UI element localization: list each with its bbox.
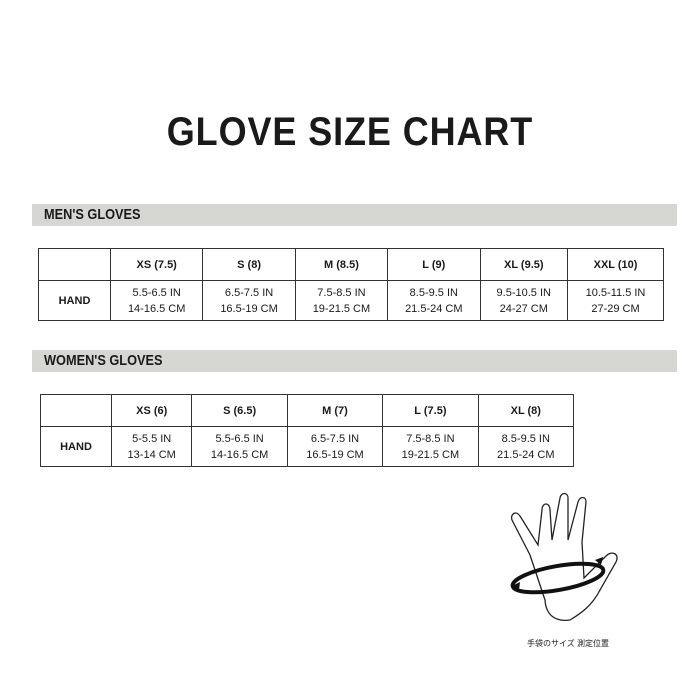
cm-value: 19-21.5 CM <box>401 448 460 461</box>
womens-size-table: XS (6) S (6.5) M (7) L (7.5) XL (8) HAND 5-5.… <box>40 394 575 467</box>
corner-cell <box>38 248 111 281</box>
measurement-caption: 手袋のサイズ 測定位置 <box>527 639 609 648</box>
cm-value: 13-14 CM <box>127 448 176 461</box>
corner-cell <box>40 394 112 427</box>
inches-value: 9.5-10.5 IN <box>496 286 551 299</box>
cm-value: 19-21.5 CM <box>312 302 371 315</box>
inches-value: 7.5-8.5 IN <box>317 286 366 299</box>
measurement-cell: 7.5-8.5 IN 19-21.5 CM <box>382 426 479 467</box>
size-header: L (7.5) <box>382 394 479 427</box>
womens-heading: WOMEN'S GLOVES <box>44 352 163 369</box>
size-header: M (8.5) <box>294 248 389 281</box>
inches-value: 6.5-7.5 IN <box>224 286 274 299</box>
womens-section-header: WOMEN'S GLOVES <box>32 350 677 372</box>
cm-value: 14-16.5 CM <box>127 302 186 315</box>
measurement-cell: 8.5-9.5 IN 21.5-24 CM <box>387 280 481 321</box>
size-header: XL (9.5) <box>479 248 569 281</box>
cm-value: 16.5-19 CM <box>306 448 364 461</box>
inches-value: 6.5-7.5 IN <box>310 432 360 445</box>
row-label: HAND <box>38 280 111 321</box>
cm-value: 14-16.5 CM <box>210 448 269 461</box>
inches-value: 8.5-9.5 IN <box>409 286 458 299</box>
measurement-cell: 6.5-7.5 IN 16.5-19 CM <box>286 426 384 467</box>
measurement-cell: 7.5-8.5 IN 19-21.5 CM <box>294 280 389 321</box>
size-header: XS (6) <box>110 394 193 427</box>
mens-heading: MEN'S GLOVES <box>44 206 141 223</box>
cm-value: 16.5-19 CM <box>220 302 278 315</box>
cm-value: 21.5-24 CM <box>497 448 555 461</box>
size-header: XS (7.5) <box>109 248 204 281</box>
measurement-cell: 10.5-11.5 IN 27-29 CM <box>567 280 664 321</box>
size-header: L (9) <box>387 248 481 281</box>
measurement-cell: 5-5.5 IN 13-14 CM <box>110 426 193 467</box>
inches-value: 7.5-8.5 IN <box>406 432 455 445</box>
hand-measurement-illustration <box>510 492 618 621</box>
mens-section-header: MEN'S GLOVES <box>32 204 677 226</box>
measurement-loop-icon <box>510 561 606 595</box>
measurement-cell: 9.5-10.5 IN 24-27 CM <box>479 280 569 321</box>
row-label: HAND <box>40 426 112 467</box>
mens-size-table: XS (7.5) S (8) M (8.5) L (9) XL (9.5) XXL (10… <box>38 248 664 321</box>
size-header: M (7) <box>286 394 384 427</box>
inches-value: 5.5-6.5 IN <box>132 286 181 299</box>
measurement-cell: 5.5-6.5 IN 14-16.5 CM <box>191 426 288 467</box>
inches-value: 10.5-11.5 IN <box>585 286 646 299</box>
cm-value: 24-27 CM <box>499 302 548 315</box>
size-header: XL (8) <box>477 394 575 427</box>
measurement-cell: 5.5-6.5 IN 14-16.5 CM <box>109 280 204 321</box>
inches-value: 8.5-9.5 IN <box>501 432 550 445</box>
cm-value: 21.5-24 CM <box>405 302 463 315</box>
inches-value: 5-5.5 IN <box>132 432 172 445</box>
measurement-cell: 8.5-9.5 IN 21.5-24 CM <box>477 426 575 467</box>
cm-value: 27-29 CM <box>591 302 640 315</box>
inches-value: 5.5-6.5 IN <box>215 432 264 445</box>
size-header: XXL (10) <box>567 248 664 281</box>
size-header: S (6.5) <box>191 394 288 427</box>
page-title: GLOVE SIZE CHART <box>166 110 534 154</box>
size-header: S (8) <box>202 248 296 281</box>
measurement-cell: 6.5-7.5 IN 16.5-19 CM <box>202 280 296 321</box>
